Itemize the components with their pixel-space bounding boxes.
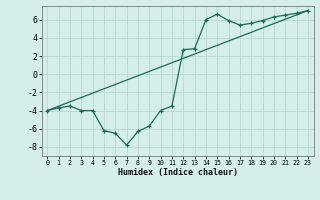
X-axis label: Humidex (Indice chaleur): Humidex (Indice chaleur) <box>118 168 237 177</box>
